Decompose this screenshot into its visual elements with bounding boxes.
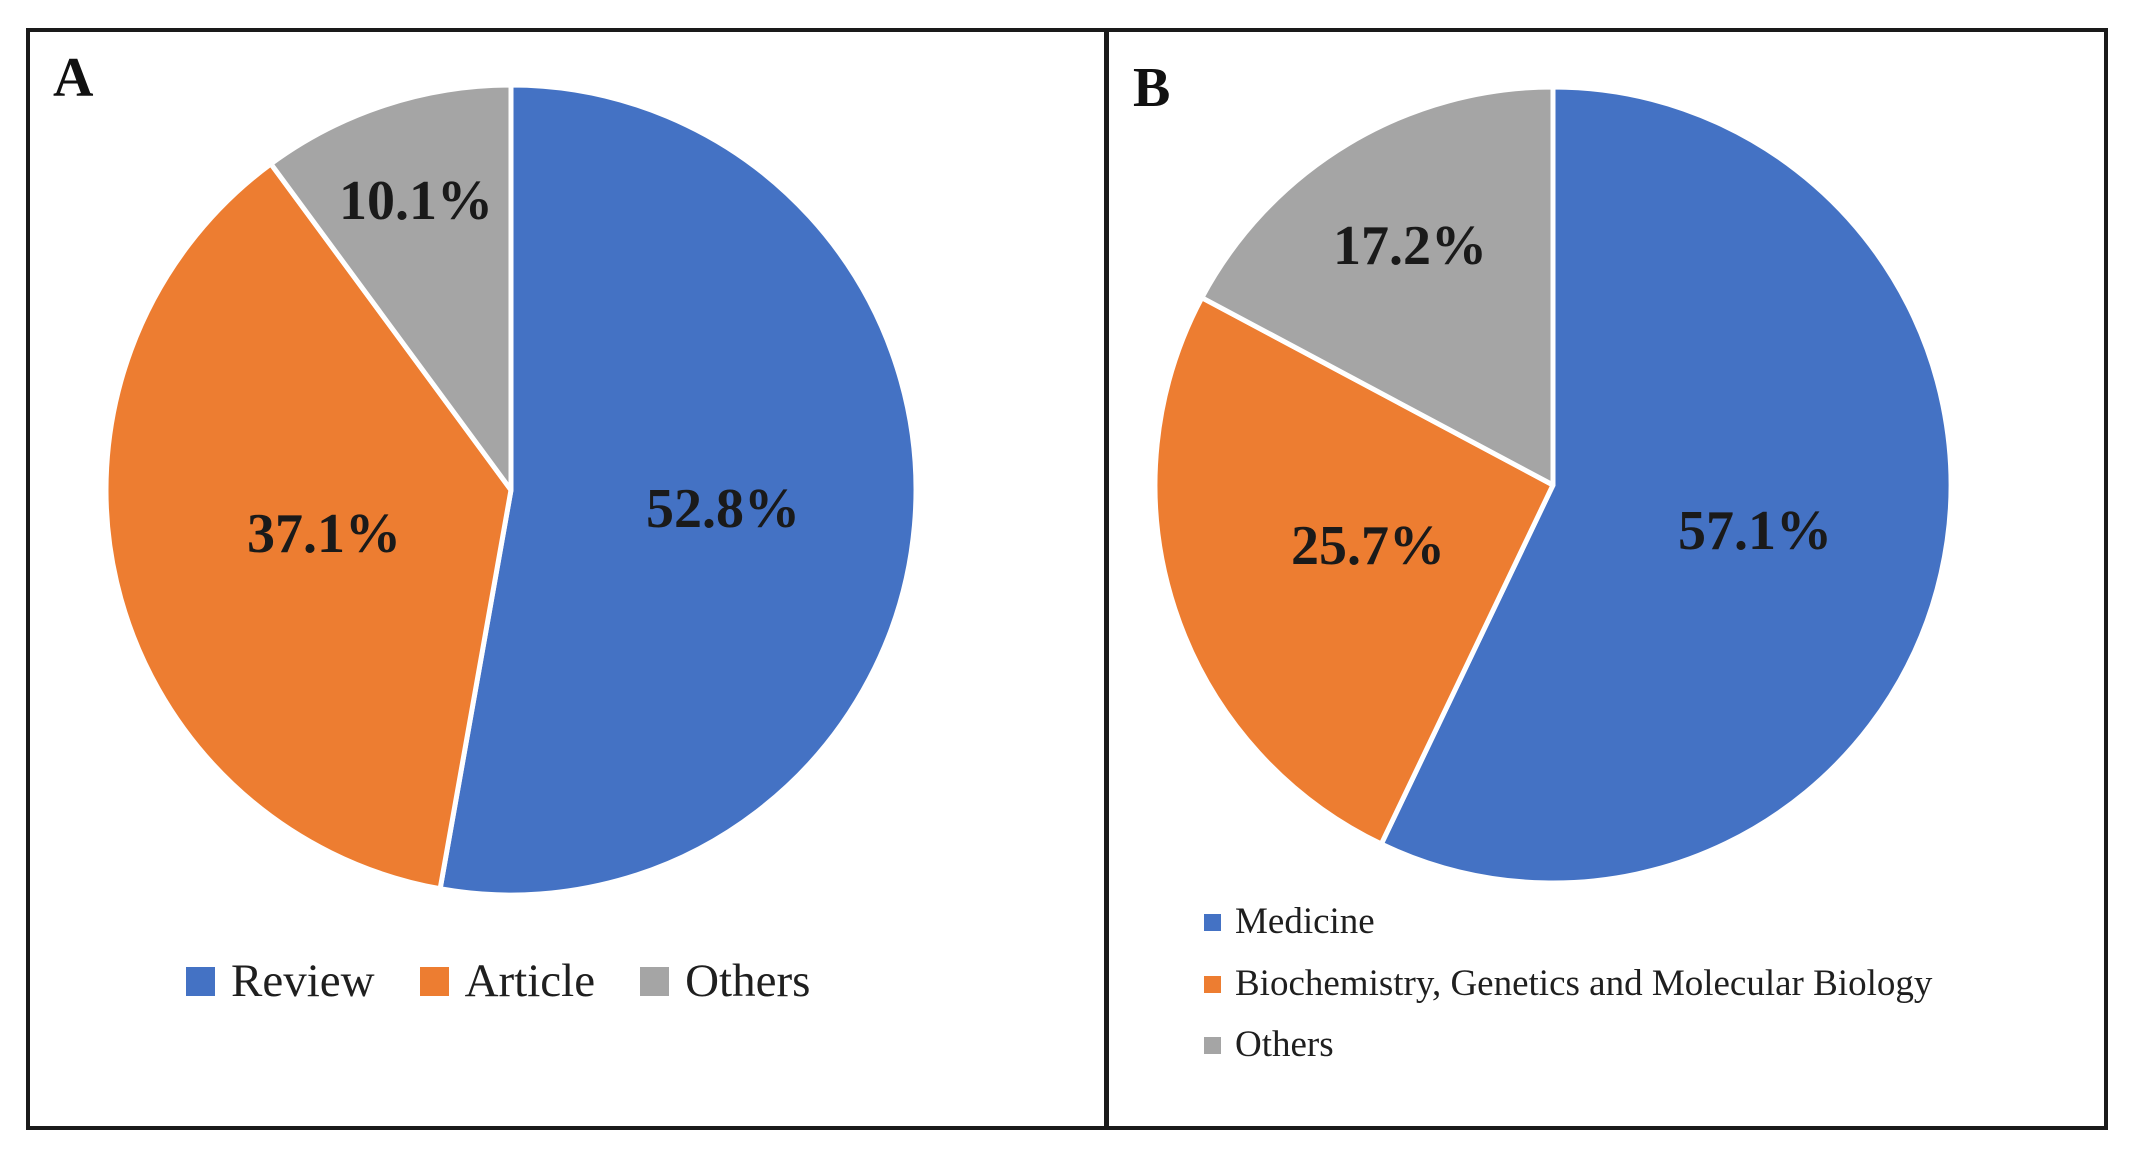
legend-item-article: Article bbox=[419, 955, 596, 1008]
legend-item-biochemistry: Biochemistry, Genetics and Molecular Bio… bbox=[1204, 962, 1933, 1005]
data-label-a-1: 37.1% bbox=[247, 503, 401, 565]
data-label-b-0: 57.1% bbox=[1678, 500, 1832, 562]
data-label-a-0: 52.8% bbox=[646, 478, 800, 540]
legend-label-article: Article bbox=[464, 955, 596, 1007]
legend-item-medicine: Medicine bbox=[1204, 901, 1932, 943]
panel-b-label: B bbox=[1133, 57, 1171, 119]
panel-divider bbox=[1104, 28, 1109, 1130]
legend-swatch-review bbox=[186, 967, 215, 997]
legend-panel-b: Medicine Biochemistry, Genetics and Mole… bbox=[1204, 901, 1933, 1066]
legend-swatch-others-b bbox=[1204, 1037, 1221, 1055]
legend-swatch-article bbox=[419, 967, 449, 997]
pie-slice-others-a bbox=[268, 82, 514, 493]
data-label-b-1: 25.7% bbox=[1291, 515, 1445, 577]
legend-label-medicine: Medicine bbox=[1235, 901, 1375, 942]
legend-panel-a: Review Article Others bbox=[186, 955, 811, 1008]
legend-label-others-b: Others bbox=[1235, 1024, 1334, 1066]
legend-swatch-others-a bbox=[640, 967, 670, 997]
legend-label-review: Review bbox=[231, 955, 375, 1007]
pie-slice-medicine-b bbox=[1378, 84, 1954, 886]
legend-label-others-a: Others bbox=[685, 955, 811, 1007]
pie-slice-others-b bbox=[1199, 84, 1556, 488]
legend-item-review: Review bbox=[186, 955, 375, 1008]
data-label-b-2: 17.2% bbox=[1333, 215, 1487, 277]
legend-swatch-biochemistry bbox=[1204, 975, 1221, 993]
legend-swatch-medicine bbox=[1204, 913, 1221, 931]
panel-a-label: A bbox=[53, 47, 94, 109]
data-label-a-2: 10.1% bbox=[339, 170, 493, 232]
legend-item-others-a: Others bbox=[640, 955, 811, 1008]
legend-label-biochemistry: Biochemistry, Genetics and Molecular Bio… bbox=[1235, 962, 1933, 1004]
pie-slice-review-a bbox=[437, 82, 919, 898]
legend-item-others-b: Others bbox=[1204, 1025, 1932, 1066]
pie-slice-article-a bbox=[103, 161, 514, 892]
